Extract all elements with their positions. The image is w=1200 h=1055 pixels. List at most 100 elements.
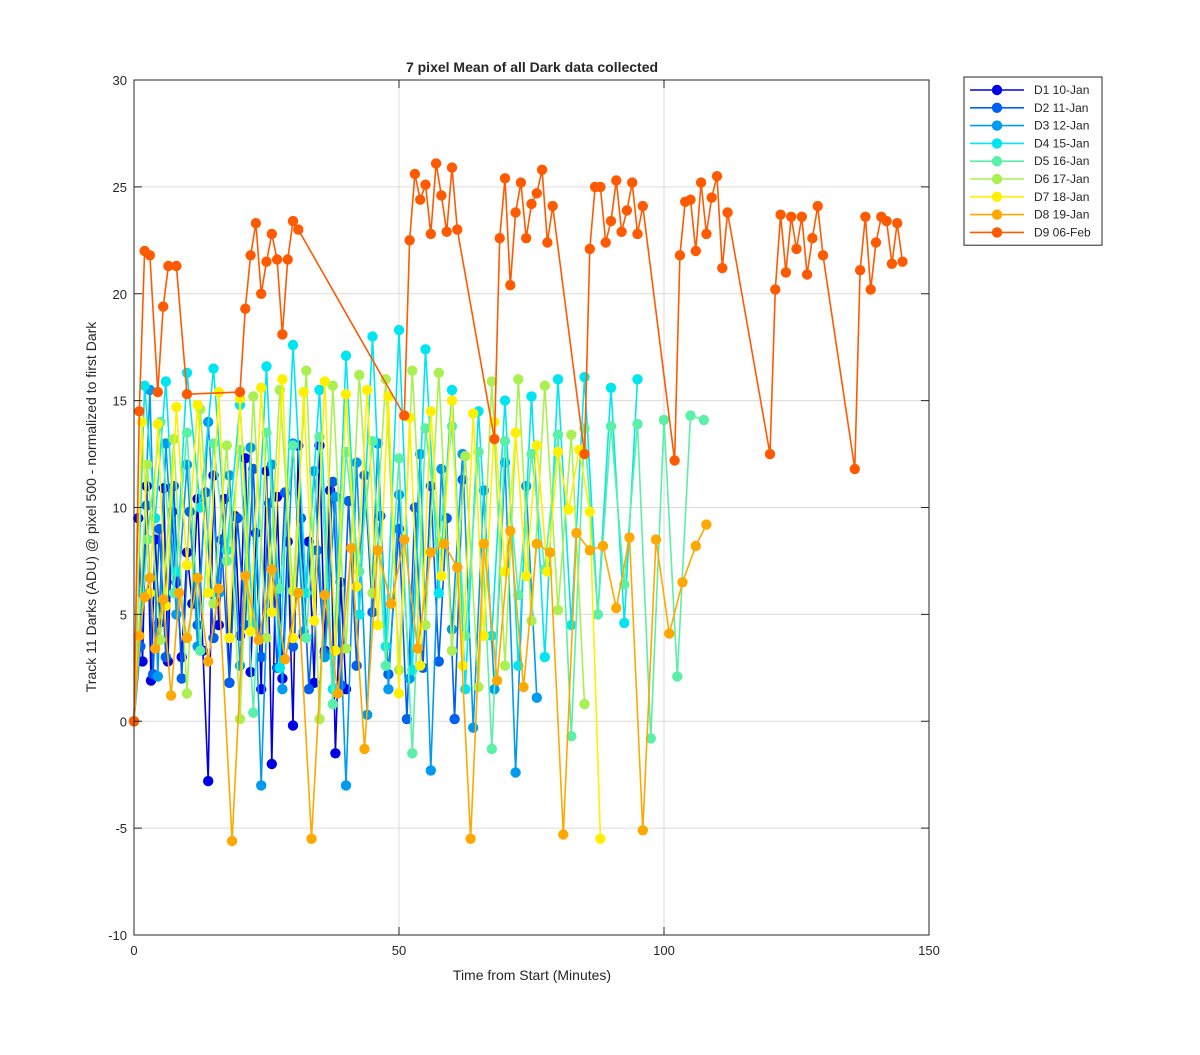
data-point [436, 190, 447, 201]
data-point [407, 365, 418, 376]
data-point [595, 833, 606, 844]
data-point [446, 645, 458, 656]
legend-label: D4 15-Jan [1034, 136, 1089, 150]
data-point [438, 538, 450, 549]
data-point [224, 677, 235, 688]
legend-swatch-marker [991, 84, 1003, 96]
data-point [494, 233, 505, 244]
data-point [327, 476, 338, 487]
data-point [619, 617, 630, 629]
legend-swatch-marker [991, 191, 1003, 202]
data-point [674, 250, 686, 261]
data-point [449, 713, 460, 725]
data-point [181, 688, 193, 699]
data-point [367, 331, 378, 342]
data-point [359, 743, 370, 755]
data-point [314, 384, 325, 396]
data-point [303, 684, 315, 695]
data-point [605, 382, 617, 393]
data-point [351, 457, 362, 468]
data-point [165, 690, 177, 701]
data-point [158, 594, 169, 605]
x-axis-label: Time from Start (Minutes) [453, 967, 611, 983]
data-point [505, 280, 516, 291]
legend-label: D3 12-Jan [1034, 119, 1089, 133]
data-point [544, 547, 556, 558]
data-point [892, 218, 903, 229]
data-point [584, 545, 595, 556]
data-point [332, 688, 344, 699]
data-point [367, 607, 378, 618]
legend-item: D6 17-Jan [970, 172, 1089, 186]
data-point [171, 260, 182, 272]
data-point [287, 720, 299, 731]
data-point [224, 632, 235, 644]
data-point [279, 654, 291, 665]
data-point [807, 233, 818, 244]
data-point [592, 609, 603, 620]
data-point [897, 256, 908, 267]
data-point [134, 406, 145, 417]
data-point [383, 684, 394, 695]
legend-item: D5 16-Jan [970, 154, 1089, 168]
data-point [849, 463, 860, 475]
data-point [584, 506, 595, 517]
data-point [701, 519, 712, 530]
data-point [812, 200, 823, 212]
data-point [499, 395, 511, 406]
data-point [600, 237, 611, 248]
data-point [287, 215, 299, 227]
data-point [547, 200, 558, 212]
data-point [256, 651, 267, 663]
legend-swatch-marker [991, 173, 1003, 185]
data-point [711, 171, 723, 182]
data-point [401, 713, 413, 725]
y-axis-label: Track 11 Darks (ADU) @ pixel 500 - norma… [83, 321, 99, 693]
data-point [605, 421, 617, 432]
data-point [139, 380, 150, 391]
data-point [141, 500, 152, 511]
x-tick-label: 50 [392, 943, 406, 958]
data-point [854, 265, 866, 276]
data-point [446, 162, 458, 173]
data-point [465, 833, 476, 844]
data-point [240, 570, 251, 582]
data-point [266, 228, 277, 240]
data-point [446, 421, 458, 432]
data-point [213, 386, 224, 398]
data-point [672, 671, 683, 682]
data-point [685, 194, 696, 205]
data-point [415, 660, 426, 671]
data-point [531, 692, 542, 703]
data-point [595, 181, 606, 193]
data-point [611, 175, 622, 186]
data-point [163, 260, 174, 272]
data-point [499, 173, 511, 184]
data-point [287, 440, 299, 451]
y-tick-label: 5 [120, 607, 127, 622]
data-point [393, 453, 405, 464]
data-point [433, 367, 444, 378]
data-point [536, 164, 548, 175]
data-point [717, 262, 728, 274]
data-point [457, 474, 468, 485]
data-point [412, 643, 423, 654]
data-point [208, 438, 219, 449]
data-point [542, 237, 553, 248]
data-point [327, 380, 338, 391]
data-point [277, 329, 288, 340]
y-tick-label: -10 [108, 928, 127, 943]
data-point [256, 382, 267, 393]
legend-swatch-marker [991, 227, 1003, 238]
data-point [420, 344, 431, 355]
data-point [173, 587, 185, 599]
data-point [293, 587, 304, 599]
data-point [690, 540, 701, 552]
data-point [637, 200, 648, 212]
data-point [526, 198, 537, 210]
data-point [698, 414, 709, 426]
legend-label: D5 16-Jan [1034, 154, 1089, 168]
x-tick-label: 0 [130, 943, 137, 958]
legend-item: D3 12-Jan [970, 119, 1089, 133]
